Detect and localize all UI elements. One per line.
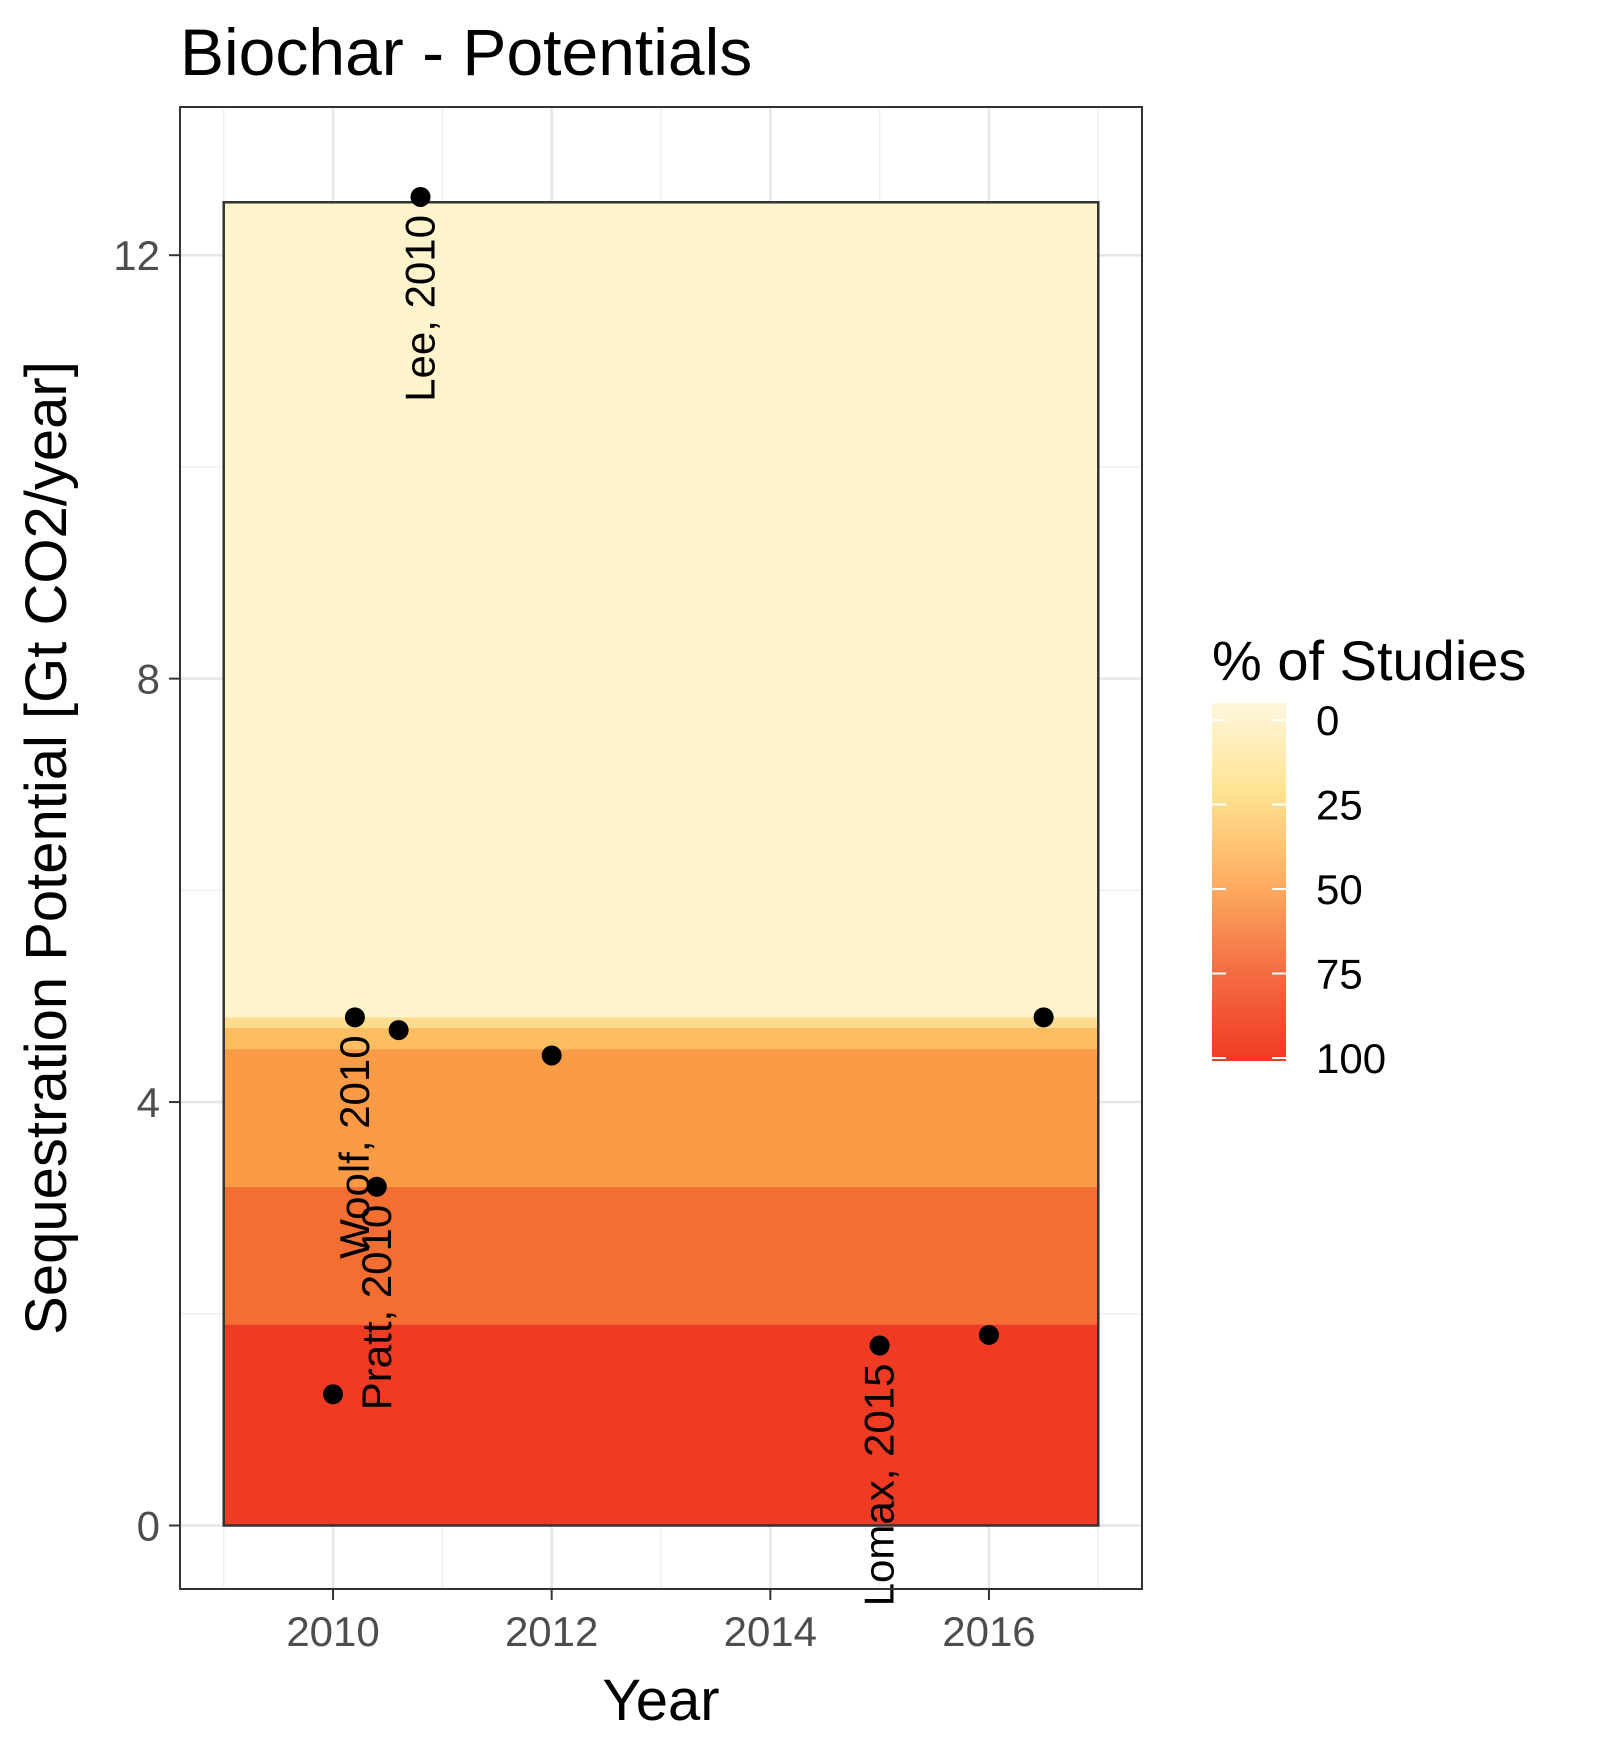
point-annotation: Lee, 2010 (397, 215, 444, 402)
data-point (410, 186, 431, 207)
chart-title: Biochar - Potentials (180, 15, 752, 89)
density-band (223, 1049, 1099, 1187)
legend-title: % of Studies (1212, 629, 1526, 692)
data-point (366, 1176, 387, 1197)
data-point (344, 1007, 365, 1028)
data-point (869, 1335, 890, 1356)
data-point (388, 1020, 409, 1041)
y-axis-label: Sequestration Potential [Gt CO2/year] (14, 361, 79, 1335)
point-annotation: Woolf, 2010 (331, 1035, 378, 1258)
x-tick-label: 2010 (286, 1608, 379, 1655)
x-axis-label: Year (602, 1668, 719, 1733)
y-tick-label: 0 (137, 1502, 160, 1549)
data-point (978, 1324, 999, 1345)
legend-ticks: 0 25 50 75 100 (1212, 697, 1386, 1082)
plot-border (179, 106, 1143, 1590)
density-band (223, 1017, 1099, 1028)
x-tick-label: 2014 (724, 1608, 817, 1655)
y-axis: 0 4 8 12 (113, 232, 180, 1549)
data-point (323, 1384, 344, 1405)
legend-colorbar (1212, 703, 1286, 1061)
legend-tick-label: 75 (1316, 951, 1363, 998)
data-points (323, 186, 1054, 1405)
density-band (223, 1324, 1099, 1526)
bands-outline (222, 201, 1100, 1527)
legend-tick-label: 25 (1316, 782, 1363, 829)
legend-tick-label: 50 (1316, 866, 1363, 913)
density-band (223, 202, 1099, 1018)
x-tick-label: 2012 (505, 1608, 598, 1655)
data-point (541, 1045, 562, 1066)
point-annotation: Lomax, 2015 (856, 1364, 903, 1607)
y-tick-label: 4 (137, 1079, 160, 1126)
legend-tick-label: 100 (1316, 1035, 1386, 1082)
legend-tick-label: 0 (1316, 697, 1339, 744)
data-point (1033, 1007, 1054, 1028)
y-tick-label: 12 (113, 232, 160, 279)
legend: % of Studies 0 25 50 75 100 (1212, 629, 1526, 1082)
density-bands (223, 202, 1099, 1526)
x-tick-label: 2016 (942, 1608, 1035, 1655)
x-axis: 2010 2012 2014 2016 (286, 1589, 1036, 1655)
density-band (223, 1027, 1099, 1050)
density-band (223, 1186, 1099, 1325)
y-tick-label: 8 (137, 656, 160, 703)
point-annotation: Pratt, 2010 (353, 1205, 400, 1410)
